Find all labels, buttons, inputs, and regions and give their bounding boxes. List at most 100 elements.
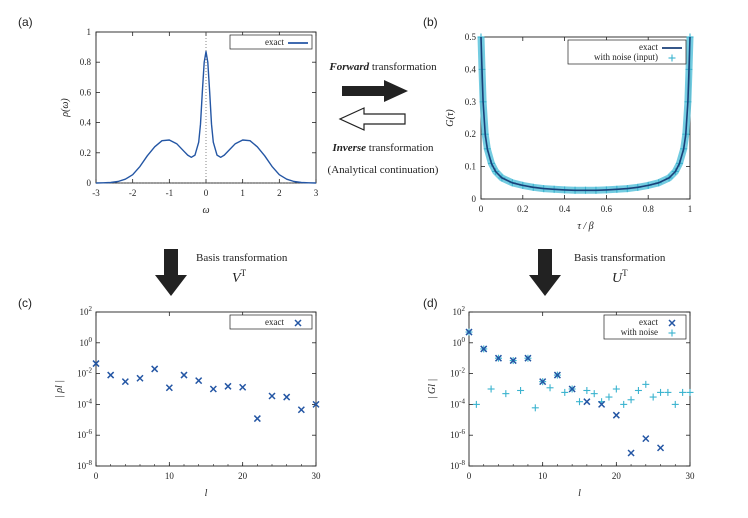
x-tick-label: 0 (479, 204, 484, 214)
x-axis-label: l (205, 488, 208, 499)
chart-b: 0 0.2 0.4 0.6 0.8 1 0 0.1 0.2 0.3 0.4 0.5 τ / β G(τ) e… (445, 32, 694, 232)
data-point (107, 371, 115, 379)
basis-right-label: Basis transformation (574, 252, 666, 264)
exact-point (598, 400, 606, 408)
noise-point (576, 398, 583, 406)
noise-point (657, 388, 665, 396)
noise-point (472, 400, 480, 408)
x-tick-label: 0.6 (601, 204, 613, 214)
data-point (268, 392, 276, 400)
x-tick-label: 10 (538, 471, 548, 481)
marker-stroke (195, 377, 203, 385)
marker-stroke (524, 354, 532, 362)
data-point (209, 385, 217, 393)
marker-stroke (294, 319, 302, 327)
y-tick-label: 0.8 (80, 57, 92, 67)
noise-point (671, 400, 679, 408)
x-tick-label: 0 (467, 471, 472, 481)
panel-label-a: (a) (18, 15, 33, 29)
marker-stroke (121, 378, 129, 386)
y-tick-label: 10-6 (450, 428, 465, 440)
x-axis-label: τ / β (577, 221, 593, 232)
forward-caption: Forward transformation (328, 61, 437, 73)
exact-point (612, 411, 620, 419)
legend-label: exact (639, 42, 658, 52)
marker-stroke (480, 345, 488, 353)
marker-stroke (312, 400, 320, 408)
y-tick-label: 0 (472, 194, 477, 204)
data-point (180, 371, 188, 379)
exact-point (627, 449, 635, 457)
legend-box (229, 34, 313, 50)
y-tick-label: 10-8 (77, 459, 92, 471)
marker-stroke (136, 374, 144, 382)
x-axis-label: l (578, 488, 581, 499)
marker-stroke (283, 393, 291, 401)
noise-point (686, 388, 694, 396)
noise-point (502, 390, 510, 398)
svg-text:Inverse transformation: Inverse transformation (331, 142, 434, 154)
data-point (253, 415, 261, 423)
marker-stroke (568, 385, 576, 393)
y-tick-label: 102 (453, 305, 466, 317)
data-point (92, 360, 100, 368)
data-point (239, 383, 247, 391)
basis-left-label: Basis transformation (196, 252, 288, 264)
y-tick-label: 10-4 (77, 397, 92, 409)
exact-point (465, 328, 473, 336)
y-tick-label: 100 (80, 336, 93, 348)
x-tick-label: -3 (92, 188, 100, 198)
y-tick-label: 0 (87, 178, 92, 188)
y-tick-label: 0.3 (465, 97, 477, 107)
basis-arrow-right-icon (529, 249, 561, 296)
legend-label: exact (265, 317, 284, 327)
x-tick-label: 0.4 (559, 204, 571, 214)
svg-text:Forward transformation: Forward transformation (328, 61, 437, 73)
data-point (283, 393, 291, 401)
inverse-arrow-icon (338, 107, 406, 131)
exact-point (509, 357, 517, 365)
plot-frame-c (95, 311, 317, 467)
noise-point (605, 393, 613, 401)
marker-stroke (209, 385, 217, 393)
exact-point (539, 378, 547, 386)
marker-stroke (627, 449, 635, 457)
chart-d: 0 10 20 30 10-8 10-6 10-4 10-2 100 102 l | Gl | exac… (427, 305, 695, 499)
y-axis-label: ρ(ω) (60, 98, 71, 118)
marker-stroke (107, 371, 115, 379)
marker-stroke (268, 392, 276, 400)
panel-label-c: (c) (18, 296, 32, 310)
exact-point (494, 354, 502, 362)
exact-point (568, 385, 576, 393)
x-tick-label: 3 (314, 188, 319, 198)
exact-point (524, 354, 532, 362)
y-tick-label: 10-8 (450, 459, 465, 471)
x-tick-label: 0.8 (643, 204, 655, 214)
noise-point (627, 396, 635, 404)
inverse-caption: Inverse transformation (331, 142, 434, 154)
x-tick-label: 2 (277, 188, 282, 198)
y-tick-label: 10-2 (450, 367, 465, 379)
noise-point (517, 386, 525, 394)
forward-arrow-icon (342, 80, 408, 102)
data-point (121, 378, 129, 386)
exact-point (642, 435, 650, 443)
legend-swatch-plus (668, 329, 676, 337)
x-tick-label: 1 (240, 188, 245, 198)
x-tick-label: 20 (612, 471, 622, 481)
forward-rest: transformation (369, 61, 437, 73)
data-point (312, 400, 320, 408)
marker-stroke (253, 415, 261, 423)
y-axis-label: | ρl | (54, 380, 65, 398)
analytical-caption: (Analytical continuation) (328, 164, 439, 176)
basis-left-symbol: VT (232, 268, 247, 286)
noise-point (583, 386, 591, 394)
y-tick-label: 102 (80, 305, 93, 317)
x-tick-label: 30 (312, 471, 322, 481)
x-tick-label: -1 (166, 188, 174, 198)
x-tick-label: 0.2 (517, 204, 528, 214)
marker-stroke (494, 354, 502, 362)
data-point (136, 374, 144, 382)
chart-c: 0 10 20 30 10-8 10-6 10-4 10-2 100 102 l | ρl | exac… (54, 305, 321, 499)
